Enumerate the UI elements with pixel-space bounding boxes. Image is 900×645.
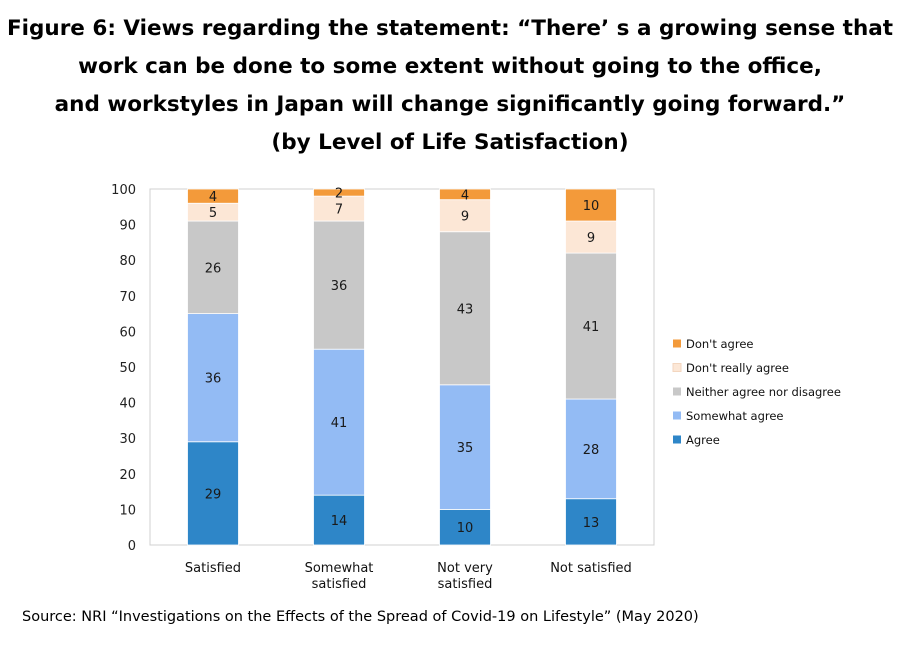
data-label: 10 — [583, 199, 600, 214]
source-note: Source: NRI “Investigations on the Effec… — [22, 609, 699, 625]
data-label: 2 — [335, 187, 343, 202]
data-label: 9 — [461, 210, 469, 225]
data-label: 4 — [209, 190, 217, 205]
bar-segment — [187, 441, 239, 546]
data-label: 36 — [331, 279, 348, 294]
y-tick-label: 100 — [111, 183, 136, 198]
data-label: 29 — [205, 487, 222, 502]
bar-segment — [565, 252, 617, 400]
legend-label: Neither agree nor disagree — [686, 385, 841, 399]
bar-segment — [565, 398, 617, 500]
y-tick-label: 80 — [119, 254, 136, 269]
y-tick-label: 40 — [119, 397, 136, 412]
legend-swatch — [673, 339, 681, 348]
bar-segment — [565, 220, 617, 254]
stacked-bar-chart: 0 10 20 30 40 50 60 70 80 90 100 Satisfied Somewhat s… — [111, 183, 841, 592]
bar-segment — [565, 498, 617, 546]
chart-title: Figure 6: Views regarding the statement:… — [0, 10, 900, 162]
data-label: 35 — [457, 441, 474, 456]
legend: Don't agree Don't really agree Neither agr… — [672, 337, 841, 447]
data-label: 5 — [209, 206, 217, 221]
data-label: 7 — [335, 203, 343, 218]
data-label: 43 — [457, 302, 474, 317]
y-tick-label: 50 — [119, 361, 136, 376]
y-tick-label: 70 — [119, 290, 136, 305]
data-label: 14 — [331, 514, 348, 529]
legend-label: Don't really agree — [686, 361, 789, 375]
bar-segment — [313, 494, 365, 546]
title-line-2: work can be done to some extent without … — [78, 54, 822, 79]
y-tick-label: 10 — [119, 503, 136, 518]
data-label: 4 — [461, 188, 469, 203]
data-label: 41 — [583, 320, 600, 335]
y-tick-label: 90 — [119, 219, 136, 234]
y-tick-label: 30 — [119, 432, 136, 447]
bar-segment — [187, 188, 239, 204]
axes: 0 10 20 30 40 50 60 70 80 90 100 Satisfied Somewhat s… — [111, 183, 655, 592]
bar-segment — [187, 220, 239, 314]
legend-swatch — [673, 411, 681, 420]
bar-segment — [439, 508, 491, 546]
legend-swatch — [673, 435, 681, 444]
data-label: 36 — [205, 372, 222, 387]
x-category-label: Satisfied — [185, 561, 241, 576]
y-tick-label: 0 — [128, 539, 136, 554]
data-label: 41 — [331, 416, 348, 431]
legend-label: Agree — [686, 433, 720, 447]
bar-segment — [439, 231, 491, 386]
title-line-3: and workstyles in Japan will change sign… — [54, 92, 846, 117]
bar-segment — [439, 188, 491, 201]
bar-segment — [313, 220, 365, 350]
data-label: 28 — [583, 443, 600, 458]
bar-segment — [439, 199, 491, 233]
bar-segment — [187, 313, 239, 443]
x-category-label: Not satisfied — [550, 561, 632, 576]
plot-frame — [149, 188, 655, 546]
title-line-4: (by Level of Life Satisfaction) — [271, 130, 629, 155]
x-category-label: Not very satisfied — [437, 561, 493, 592]
legend-label: Don't agree — [686, 337, 753, 351]
bar-segment — [439, 384, 491, 510]
data-label: 13 — [583, 516, 600, 531]
data-label: 26 — [205, 261, 222, 276]
bar-segment — [313, 188, 365, 197]
legend-swatch — [672, 363, 682, 372]
bar-segment — [565, 188, 617, 222]
title-line-1: Figure 6: Views regarding the statement:… — [6, 16, 894, 41]
data-label: 9 — [587, 231, 595, 246]
legend-swatch — [673, 387, 681, 396]
x-category-label: Somewhat satisfied — [305, 561, 374, 592]
y-tick-label: 60 — [119, 325, 136, 340]
legend-label: Somewhat agree — [686, 409, 784, 423]
y-tick-label: 20 — [119, 468, 136, 483]
bar-segment — [313, 348, 365, 496]
data-label: 10 — [457, 521, 474, 536]
bar-segment — [313, 195, 365, 222]
